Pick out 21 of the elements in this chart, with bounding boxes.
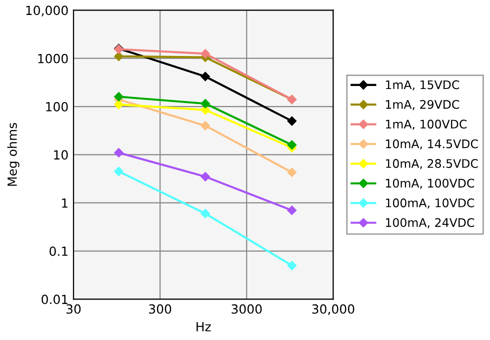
x-tick-label: 30,000 xyxy=(312,304,354,316)
x-tick-label: 30 xyxy=(66,304,81,314)
x-axis-title: Hz xyxy=(196,322,211,332)
x-tick-label: 300 xyxy=(149,304,172,314)
y-axis-title: Meg ohms xyxy=(7,122,20,186)
legend-label: 1mA, 100VDC xyxy=(386,120,467,130)
legend-label: 10mA, 28.5VDC xyxy=(386,159,478,170)
y-tick-label: 10 xyxy=(54,150,68,160)
legend-label: 10mA, 14.5VDC xyxy=(386,139,478,150)
legend-label: 100mA, 24VDC xyxy=(386,218,474,228)
legend-label: 10mA, 100VDC xyxy=(386,178,474,189)
y-tick-label: 0.1 xyxy=(50,246,68,256)
y-tick-label: 0.01 xyxy=(42,294,68,304)
legend-label: 1mA, 29VDC xyxy=(386,100,460,110)
x-tick-label: 3000 xyxy=(232,304,262,314)
y-tick-label: 1 xyxy=(62,198,68,208)
legend-label: 1mA, 15VDC xyxy=(386,80,460,90)
y-tick-label: 10,000 xyxy=(26,6,68,16)
y-tick-label: 100 xyxy=(46,102,68,112)
y-tick-label: 1000 xyxy=(38,54,68,64)
legend-label: 100mA, 10VDC xyxy=(386,198,474,209)
